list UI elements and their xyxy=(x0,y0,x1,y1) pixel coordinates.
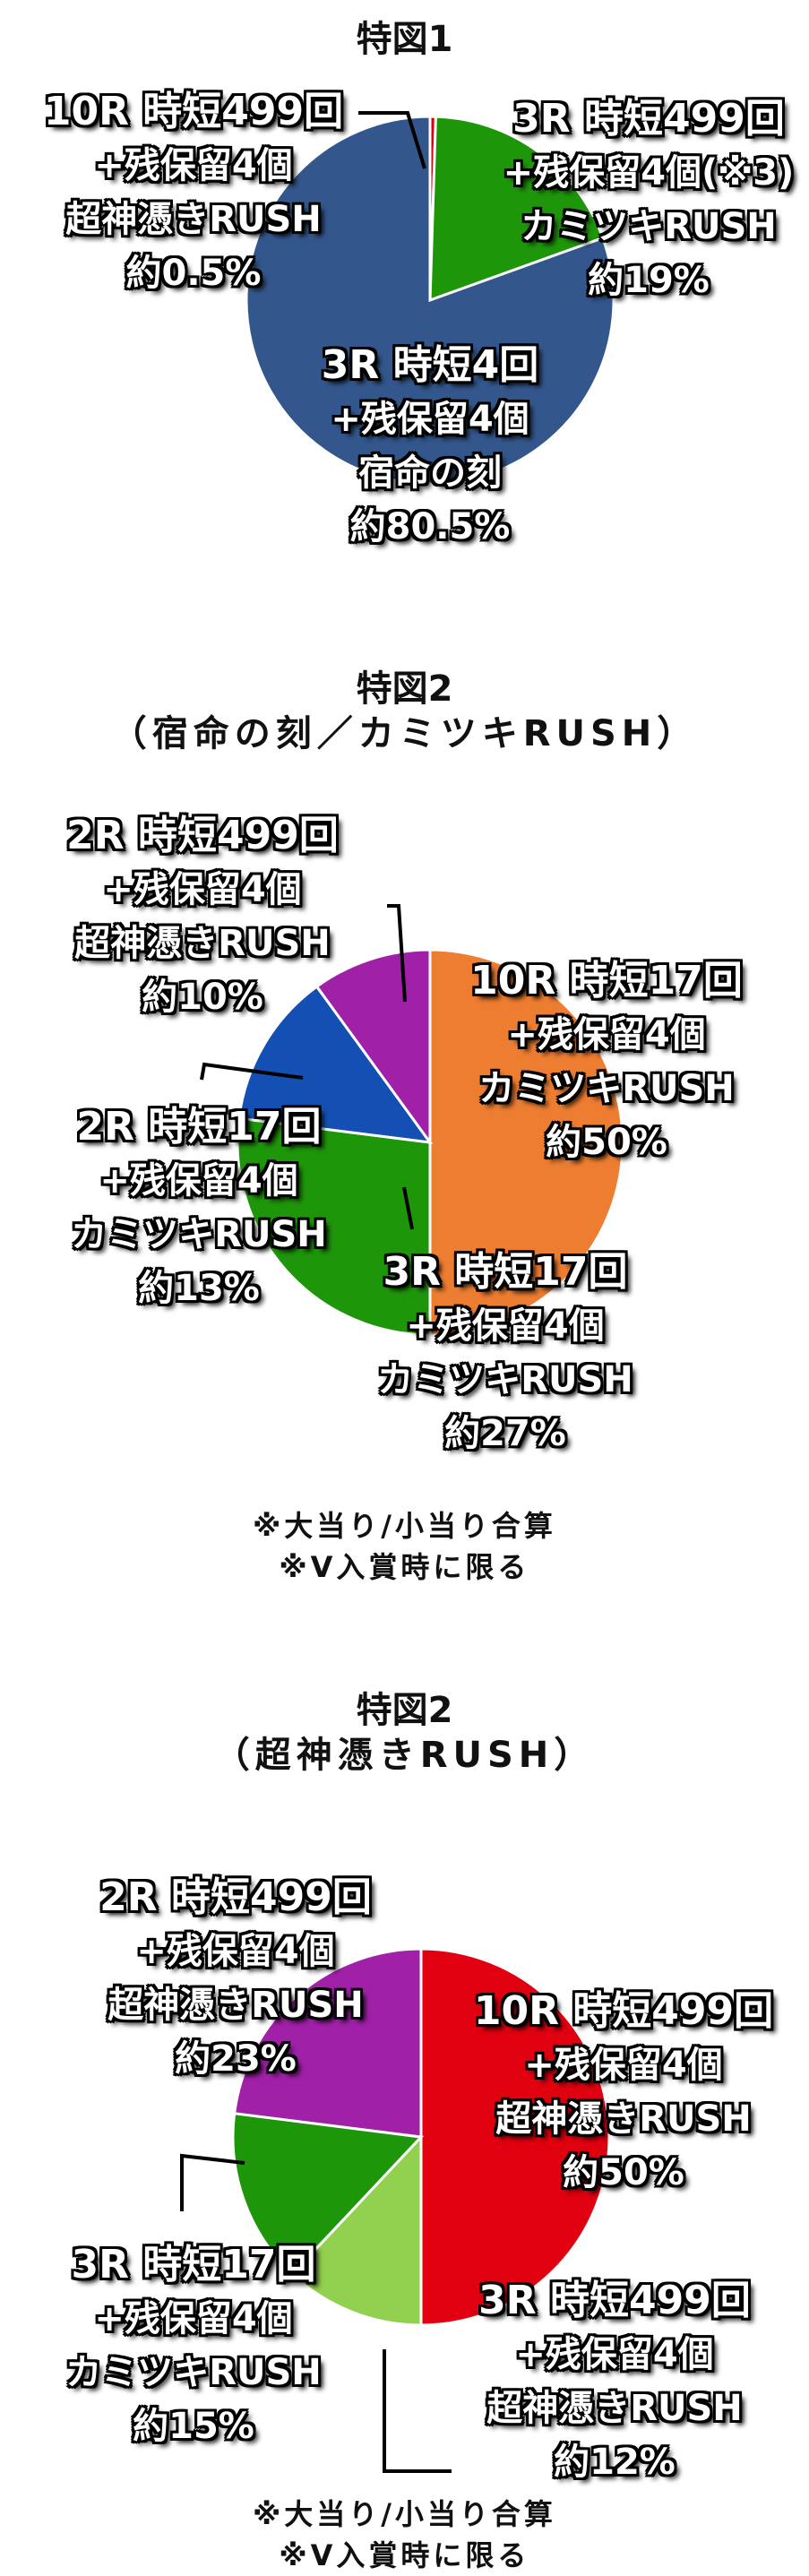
slice-label-heading: 2R 時短499回 xyxy=(99,1874,372,1920)
slice-label-heading: 3R 時短4回 xyxy=(321,342,539,388)
slice-label-line: 約13% xyxy=(138,1268,260,1309)
pie-slice xyxy=(314,948,432,1147)
slice-label-heading: 10R 時短499回 xyxy=(43,89,344,134)
footnote: ※V入賞時に限る xyxy=(279,1550,530,1584)
slice-label-line: 約19% xyxy=(588,260,710,301)
slice-label-line: 約0.5% xyxy=(125,253,262,294)
slice-label-heading: 3R 時短499回 xyxy=(512,96,785,142)
slice-label-heading: 10R 時短499回 xyxy=(473,1988,774,2034)
slice-label-line: 超神憑きRUSH xyxy=(486,2388,743,2429)
slice-label-line: 約50% xyxy=(546,1122,667,1163)
slice-label-heading: 10R 時短17回 xyxy=(470,958,743,1004)
pie-slice xyxy=(419,1947,611,2327)
slice-label: 2R 時短17回 +残保留4個 カミツキRUSH 約13% xyxy=(71,1100,327,1315)
pie-slice xyxy=(231,2112,425,2277)
pie-slice xyxy=(232,1947,423,2139)
slice-label-line: 超神憑きRUSH xyxy=(65,199,322,240)
slice-label-line: 約23% xyxy=(175,2038,297,2080)
leader-line xyxy=(387,904,407,1003)
slice-label-heading: 3R 時短17回 xyxy=(71,2242,316,2287)
slice-label-line: +残保留4個 xyxy=(94,2298,293,2339)
slice-label-line: +残保留4個 xyxy=(406,1305,605,1347)
slice-label: 3R 時短17回 +残保留4個 カミツキRUSH 約27% xyxy=(377,1245,633,1460)
slice-label: 2R 時短499回 +残保留4個 超神憑きRUSH 約23% xyxy=(99,1871,372,2086)
slice-label: 3R 時短4回 +残保留4個 宿命の刻約80.5% xyxy=(322,339,538,554)
footnote: ※大当り/小当り合算 xyxy=(253,2497,556,2531)
slice-label-line: 超神憑きRUSH xyxy=(108,1985,364,2026)
slice-label-heading: 3R 時短499回 xyxy=(478,2278,751,2323)
slice-label-line: 約12% xyxy=(554,2442,676,2483)
slice-label-line: カミツキRUSH xyxy=(478,1068,735,1109)
slice-label-line: 超神憑きRUSH xyxy=(74,923,331,964)
pie-slice xyxy=(428,948,624,1337)
leader-line xyxy=(383,2349,452,2473)
slice-label-line: 約15% xyxy=(133,2406,254,2447)
slice-label: 10R 時短499回 +残保留4個 超神憑きRUSH 約50% xyxy=(474,1985,773,2200)
slice-label-line: 約80.5% xyxy=(349,506,511,547)
chart-title: 特図2 xyxy=(356,1690,453,1731)
slice-label-heading: 3R 時短17回 xyxy=(383,1249,628,1295)
slice-label-line: +残保留4個 xyxy=(515,2334,714,2375)
slice-label-line: +残保留4個 xyxy=(524,2045,723,2086)
chart-subtitle: （超神憑きRUSH） xyxy=(213,1735,596,1776)
slice-label-line: +残保留4個 xyxy=(94,145,293,186)
slice-label-line: カミツキRUSH xyxy=(71,1214,327,1255)
slice-label-line: 約10% xyxy=(142,977,263,1018)
slice-label-line: 約27% xyxy=(444,1413,566,1454)
slice-label-line: カミツキRUSH xyxy=(521,206,777,247)
pie-slice xyxy=(237,984,434,1144)
pie-slice xyxy=(245,115,615,486)
chart-title: 特図1 xyxy=(356,19,453,60)
slice-label-line: +残保留4個 xyxy=(507,1014,706,1055)
slice-label-line: +残保留4個(※3) xyxy=(503,152,795,194)
footnote: ※大当り/小当り合算 xyxy=(253,1509,556,1543)
pie-slice xyxy=(236,1116,432,1337)
slice-label-line: カミツキRUSH xyxy=(65,2352,322,2393)
slice-label: 2R 時短499回 +残保留4個 超神憑きRUSH 約10% xyxy=(66,809,339,1024)
slice-label-heading: 2R 時短17回 xyxy=(76,1104,322,1150)
slice-label: 10R 時短17回 +残保留4個 カミツキRUSH 約50% xyxy=(470,954,743,1169)
slice-label-line: 超神憑きRUSH xyxy=(495,2098,752,2140)
chart-title: 特図2 xyxy=(356,668,453,710)
leader-line xyxy=(200,1062,304,1081)
slice-label-line: カミツキRUSH xyxy=(377,1359,633,1400)
slice-label: 10R 時短499回 +残保留4個 超神憑きRUSH 約0.5% xyxy=(44,85,343,300)
pie-slice xyxy=(290,2133,423,2327)
leader-line xyxy=(358,111,426,169)
pie-slice xyxy=(428,115,605,303)
footnote: ※V入賞時に限る xyxy=(279,2538,530,2572)
slice-label: 3R 時短499回 +残保留4個 超神憑きRUSH 約12% xyxy=(478,2274,751,2489)
slice-label-line: +残保留4個 xyxy=(99,1160,298,1202)
slice-label-line: +残保留4個 xyxy=(136,1931,335,1972)
slice-label-line: 宿命の刻 xyxy=(358,452,502,494)
slice-label-line: +残保留4個 xyxy=(331,399,529,440)
chart-subtitle: （宿命の刻／カミツキRUSH） xyxy=(110,713,699,754)
leader-line xyxy=(180,2153,245,2211)
leader-line xyxy=(402,1186,414,1230)
slice-label: 3R 時短499回 +残保留4個(※3) カミツキRUSH 約19% xyxy=(503,92,795,307)
slice-label-line: +残保留4個 xyxy=(103,869,302,910)
slice-label-line: 約50% xyxy=(563,2152,684,2193)
slice-label: 3R 時短17回 +残保留4個 カミツキRUSH 約15% xyxy=(65,2238,322,2453)
slice-label-heading: 2R 時短499回 xyxy=(66,813,339,858)
